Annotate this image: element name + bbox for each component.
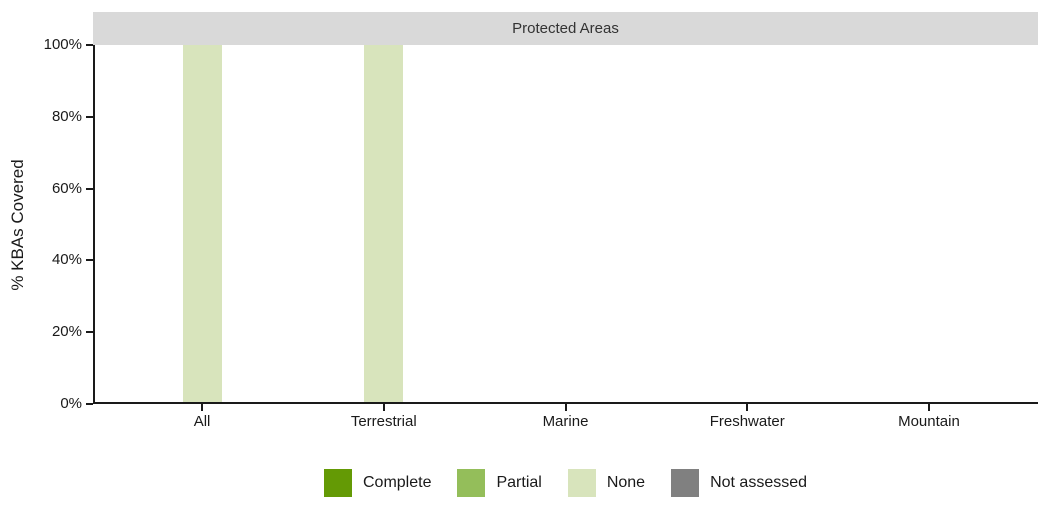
- legend-label: Complete: [362, 474, 432, 491]
- y-axis-tick: [86, 115, 93, 118]
- y-axis-tick-label: 100%: [43, 36, 82, 53]
- x-axis-tick: [746, 404, 749, 411]
- y-axis-tick: [86, 403, 93, 405]
- y-axis-tick: [86, 187, 93, 190]
- legend-label: Not assessed: [710, 474, 808, 491]
- x-axis-category-label: Mountain: [898, 413, 960, 430]
- x-axis-tick: [927, 404, 930, 411]
- y-axis-tick-label: 40%: [51, 251, 82, 269]
- legend: Complete Partial None Not assessed: [93, 466, 1038, 500]
- legend-label: None: [606, 474, 646, 491]
- legend-item-none: None: [567, 469, 646, 497]
- facet-strip-title: Protected Areas: [512, 20, 619, 37]
- x-axis-category-label: Freshwater: [709, 413, 785, 430]
- y-axis-tick: [86, 259, 93, 262]
- y-axis-tick-label: 60%: [51, 179, 82, 197]
- y-axis-tick-label: 20%: [51, 323, 82, 341]
- bar-segment-none: [182, 45, 222, 402]
- x-axis-category-label: All: [193, 413, 211, 430]
- legend-item-not-assessed: Not assessed: [671, 469, 807, 497]
- x-axis-category-label: Marine: [542, 413, 589, 430]
- y-axis-tick-label: 80%: [51, 107, 82, 125]
- y-axis-tick-label: 0%: [60, 395, 82, 412]
- x-axis-tick: [201, 404, 204, 411]
- y-axis-tick: [86, 331, 93, 334]
- x-axis-category-label: Terrestrial: [350, 413, 417, 430]
- facet-strip: Protected Areas: [93, 12, 1038, 45]
- legend-swatch: [323, 469, 352, 497]
- y-axis-tick: [86, 44, 93, 46]
- legend-item-complete: Complete: [323, 469, 432, 497]
- legend-label: Partial: [496, 474, 542, 491]
- legend-swatch: [457, 469, 486, 497]
- bar-segment-none: [364, 45, 404, 402]
- x-axis-tick: [382, 404, 385, 411]
- plot-area: [93, 45, 1038, 404]
- legend-swatch: [567, 469, 596, 497]
- legend-swatch: [671, 469, 700, 497]
- legend-item-partial: Partial: [457, 469, 542, 497]
- x-axis-tick: [564, 404, 567, 411]
